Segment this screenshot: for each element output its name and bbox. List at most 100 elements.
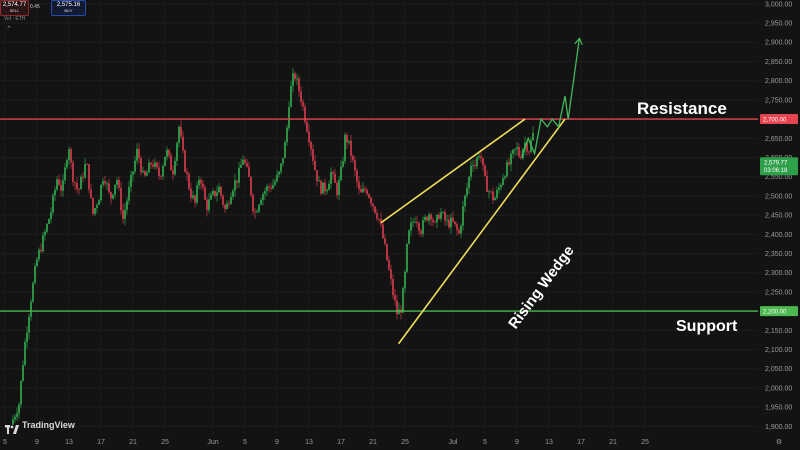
candle-body [146,172,148,176]
buy-button[interactable]: 2,575.16 BUY [51,0,86,16]
candle-body [232,190,234,197]
candle-body [502,178,504,185]
candle-body [312,149,314,161]
candle-body [150,162,152,165]
rising-wedge-label: Rising Wedge [505,243,578,333]
price-tick-label: 2,750.00 [765,97,792,104]
price-tick-label: 2,800.00 [765,78,792,85]
candle-body [448,219,450,228]
candle-body [236,180,238,183]
candle-body [152,164,154,167]
candle-body [30,301,32,317]
candle-body [362,188,364,193]
candle-body [248,166,250,177]
candle-body [126,200,128,210]
candle-body [266,186,268,192]
candle-body [36,259,38,267]
price-tick-label: 1,950.00 [765,405,792,412]
candle-body [426,216,428,221]
candle-body [294,73,296,79]
candle-body [360,189,362,193]
candle-body [274,181,276,186]
candle-body [66,160,68,168]
current-price-tag: 2,579.77 [764,161,788,167]
candle-body [390,269,392,279]
candle-body [494,197,496,201]
candle-body [378,218,380,220]
tradingview-logo-icon [5,421,19,434]
candle-body [488,191,490,193]
candle-body [90,189,92,198]
candle-body [14,416,16,420]
candle-body [396,300,398,315]
candle-body [420,231,422,234]
candle-body [212,190,214,195]
candle-body [86,164,88,165]
candle-body [128,186,130,201]
tradingview-logo[interactable]: TradingView [5,420,75,434]
candle-body [216,192,218,196]
candle-body [124,209,126,219]
candle-body [508,162,510,165]
candle-body [280,163,282,172]
candle-body [208,199,210,211]
candle-body [204,187,206,200]
candle-body [498,187,500,190]
candle-body [316,170,318,182]
chevron-up-icon[interactable]: ⌃ [6,26,12,33]
price-tick-label: 2,350.00 [765,251,792,258]
candle-body [110,192,112,199]
candle-body [58,179,60,185]
candle-body [234,180,236,191]
candle-body [402,288,404,313]
candle-body [366,189,368,195]
price-tick-label: 2,300.00 [765,270,792,277]
candle-body [304,106,306,122]
buy-price: 2,575.16 [56,2,81,8]
candle-body [444,212,446,221]
wedge-upper-line [380,118,526,224]
volume-indicator-label[interactable]: Vol · ETH [4,16,26,22]
time-axis[interactable]: 5 9 13 17 21 25 Jun 5 9 13 17 21 25 Jul 5 9 13 17 21 25 ⚙ [3,438,782,446]
candle-body [220,186,222,196]
candle-body [272,185,274,189]
candle-body [16,413,18,417]
candle-body [224,204,226,209]
price-tick-label: 1,900.00 [765,424,792,431]
candle-body [164,156,166,167]
candle-body [88,164,90,190]
sell-price: 2,574.77 [2,2,27,8]
candle-body [222,195,224,205]
candle-body [342,161,344,167]
candle-body [18,404,20,414]
sell-button[interactable]: 2,574.77 SELL [0,0,29,16]
candle-body [172,170,174,175]
candle-body [428,214,430,221]
time-tick-label: 13 [65,439,73,446]
price-tick-label: 2,950.00 [765,21,792,28]
candle-body [314,160,316,171]
candle-body [476,157,478,167]
candle-body [82,176,84,178]
candle-body [504,176,506,179]
time-tick-label: 5 [243,439,247,446]
gear-icon[interactable]: ⚙ [776,438,782,446]
candle-body [490,191,492,193]
price-axis[interactable]: 1,900.00 1,950.00 2,000.00 2,050.00 2,100.00… [758,0,800,450]
candle-body [240,164,242,168]
candle-body [196,185,198,203]
candle-body [184,150,186,172]
candle-body [200,179,202,184]
candle-body [178,126,180,143]
grid [0,0,758,434]
support-price-tag-background [760,306,798,317]
candle-body [80,176,82,190]
candle-body [256,211,258,213]
candle-body [524,142,526,149]
candle-body [506,162,508,177]
time-tick-label: 5 [3,439,7,446]
time-tick-label: 21 [369,439,377,446]
candle-body [470,165,472,177]
candle-body [462,206,464,226]
